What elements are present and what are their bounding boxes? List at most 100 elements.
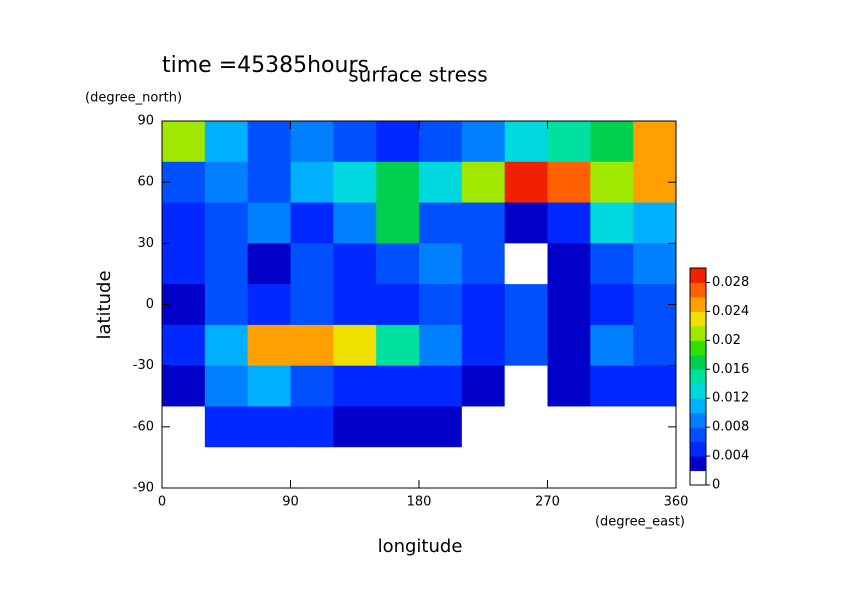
heat-cell [633,365,677,407]
heat-cell [333,284,377,326]
heat-cell [504,121,548,163]
colorbar-swatch [690,340,706,356]
heat-cell [247,161,291,204]
heat-cell [461,324,506,367]
heat-cell [204,406,249,448]
heat-cell [504,243,548,285]
colorbar-swatch [690,398,706,414]
heat-cell [504,161,548,204]
heat-cell [547,121,591,163]
heat-cell [633,324,677,367]
colorbar-tick-label: 0.012 [712,391,749,406]
colorbar-swatch [690,325,706,341]
heat-cell [590,406,634,448]
colorbar-swatch [690,412,706,428]
heat-cell [504,447,548,489]
chart-title: surface stress [348,63,487,87]
heat-cell [204,161,249,204]
colorbar-tick-label: 0.028 [712,275,749,290]
heat-cell [290,161,334,204]
heat-cell [376,202,420,244]
heat-cell [204,202,249,244]
colorbar-swatch [690,268,706,283]
heat-cell [547,365,591,407]
heat-cell [247,121,291,163]
colorbar-tick-label: 0.016 [712,362,749,377]
heat-cell [376,121,420,163]
heat-cell [376,365,420,407]
colorbar-swatch [690,456,706,472]
heat-cell [247,202,291,244]
heat-cell [333,365,377,407]
colorbar-swatch [690,383,706,399]
x-axis-label: longitude [378,536,463,557]
heat-cell [547,447,591,489]
heat-cell [290,202,334,244]
heat-cell [376,324,420,367]
colorbar-swatch [690,470,706,486]
heat-cell [547,161,591,204]
heat-cell [461,406,506,448]
x-tick-label: 0 [158,495,166,510]
x-tick-label: 360 [664,495,689,510]
heat-cell [290,406,334,448]
heat-cell [333,202,377,244]
colorbar-swatch [690,282,706,298]
heat-cell [162,121,206,163]
heat-cell [333,324,377,367]
heat-cell [504,202,548,244]
heat-cell [590,284,634,326]
heat-cell [461,447,506,489]
heat-cell [204,365,249,407]
heat-cell [633,121,677,163]
heat-cell [461,121,506,163]
heat-cell [290,121,334,163]
heat-cell [590,121,634,163]
x-tick-label: 90 [282,495,299,510]
heat-cell [419,284,463,326]
heat-cell [633,243,677,285]
colorbar-swatch [690,354,706,370]
heat-cell [204,284,249,326]
colorbar-tick-label: 0.008 [712,420,749,435]
heat-cell [162,243,206,285]
heat-cell [376,243,420,285]
heat-cell [547,202,591,244]
heat-cell [633,447,677,489]
heat-cell [419,447,463,489]
colorbar-tick-label: 0.024 [712,304,749,319]
heat-cell [247,447,291,489]
heat-cell [590,324,634,367]
heat-cell [204,243,249,285]
y-tick-label: 30 [137,236,154,251]
heat-cell [376,406,420,448]
heat-cell [376,447,420,489]
heat-cell [247,324,291,367]
heat-cell [419,121,463,163]
heat-cell [419,324,463,367]
y-tick-label: -30 [133,358,154,373]
y-tick-label: 90 [137,114,154,129]
colorbar-tick-label: 0.02 [712,333,741,348]
y-axis-label: latitude [94,270,115,339]
heat-cell [461,365,506,407]
heat-cell [247,243,291,285]
heat-cell [290,324,334,367]
heat-cell [504,406,548,448]
heat-cell [461,202,506,244]
heat-cell [333,161,377,204]
heat-cell [290,365,334,407]
heat-cell [247,365,291,407]
heat-cell [419,243,463,285]
heat-cell [247,284,291,326]
heat-cell [590,447,634,489]
heat-cell [204,447,249,489]
heat-cell [504,284,548,326]
heat-cell [162,447,206,489]
heat-cell [633,202,677,244]
colorbar-swatch [690,311,706,327]
heat-cell [333,447,377,489]
heat-cell [590,202,634,244]
